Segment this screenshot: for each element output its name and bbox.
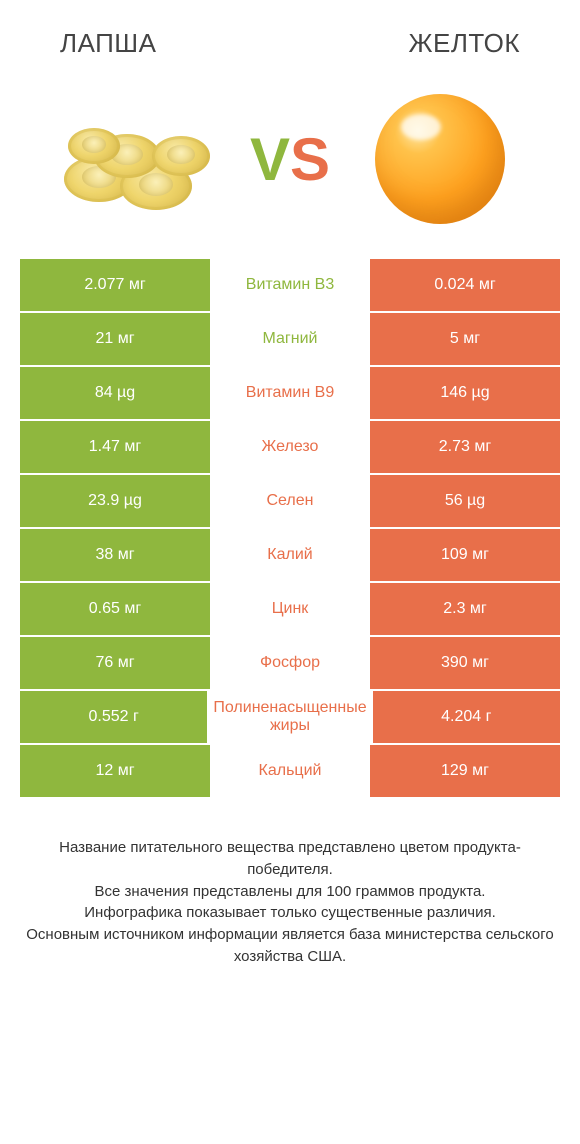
right-product-title: ЖЕЛТОК — [409, 28, 521, 59]
left-value-cell: 84 µg — [20, 367, 210, 419]
header: ЛАПША ЖЕЛТОК — [0, 0, 580, 79]
comparison-table: 2.077 мгВитамин B30.024 мг21 мгМагний5 м… — [20, 259, 560, 797]
nutrient-label: Железо — [210, 421, 370, 473]
right-value-cell: 390 мг — [370, 637, 560, 689]
yolk-image — [350, 89, 530, 229]
table-row: 1.47 мгЖелезо2.73 мг — [20, 421, 560, 473]
left-value-cell: 38 мг — [20, 529, 210, 581]
table-row: 0.552 гПолиненасыщенные жиры4.204 г — [20, 691, 560, 743]
left-value-cell: 12 мг — [20, 745, 210, 797]
nutrient-label: Витамин B9 — [210, 367, 370, 419]
table-row: 21 мгМагний5 мг — [20, 313, 560, 365]
right-value-cell: 129 мг — [370, 745, 560, 797]
nutrient-label: Витамин B3 — [210, 259, 370, 311]
left-product-title: ЛАПША — [60, 28, 156, 59]
right-value-cell: 146 µg — [370, 367, 560, 419]
nutrient-label: Цинк — [210, 583, 370, 635]
left-value-cell: 0.65 мг — [20, 583, 210, 635]
footer-line: Инфографика показывает только существенн… — [20, 902, 560, 924]
right-value-cell: 0.024 мг — [370, 259, 560, 311]
table-row: 12 мгКальций129 мг — [20, 745, 560, 797]
right-value-cell: 5 мг — [370, 313, 560, 365]
nutrient-label: Калий — [210, 529, 370, 581]
table-row: 23.9 µgСелен56 µg — [20, 475, 560, 527]
left-value-cell: 2.077 мг — [20, 259, 210, 311]
nutrient-label: Селен — [210, 475, 370, 527]
vs-v: V — [250, 125, 290, 194]
noodles-image — [50, 89, 230, 229]
left-value-cell: 21 мг — [20, 313, 210, 365]
footer-line: Название питательного вещества представл… — [20, 837, 560, 881]
right-value-cell: 4.204 г — [373, 691, 560, 743]
footer-line: Основным источником информации является … — [20, 924, 560, 968]
product-images-row: VS — [0, 79, 580, 259]
vs-s: S — [290, 125, 330, 194]
right-value-cell: 2.3 мг — [370, 583, 560, 635]
footer-notes: Название питательного вещества представл… — [20, 837, 560, 968]
nutrient-label: Кальций — [210, 745, 370, 797]
table-row: 76 мгФосфор390 мг — [20, 637, 560, 689]
right-value-cell: 56 µg — [370, 475, 560, 527]
vs-label: VS — [250, 125, 330, 194]
table-row: 38 мгКалий109 мг — [20, 529, 560, 581]
table-row: 84 µgВитамин B9146 µg — [20, 367, 560, 419]
table-row: 2.077 мгВитамин B30.024 мг — [20, 259, 560, 311]
right-value-cell: 109 мг — [370, 529, 560, 581]
footer-line: Все значения представлены для 100 граммо… — [20, 881, 560, 903]
table-row: 0.65 мгЦинк2.3 мг — [20, 583, 560, 635]
left-value-cell: 1.47 мг — [20, 421, 210, 473]
left-value-cell: 0.552 г — [20, 691, 207, 743]
right-value-cell: 2.73 мг — [370, 421, 560, 473]
left-value-cell: 23.9 µg — [20, 475, 210, 527]
left-value-cell: 76 мг — [20, 637, 210, 689]
nutrient-label: Полиненасыщенные жиры — [207, 691, 372, 743]
nutrient-label: Фосфор — [210, 637, 370, 689]
nutrient-label: Магний — [210, 313, 370, 365]
